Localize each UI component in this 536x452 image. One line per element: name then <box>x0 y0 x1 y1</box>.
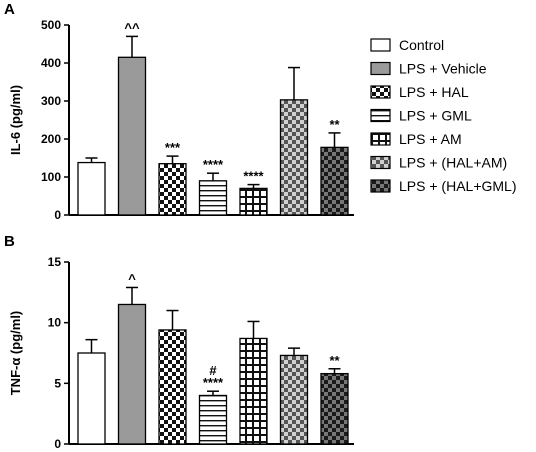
legend-swatch <box>370 155 391 170</box>
significance-label: **** <box>243 169 264 184</box>
legend-swatch <box>370 38 391 52</box>
y-tick-label: 10 <box>48 316 62 330</box>
y-tick-label: 300 <box>41 94 61 108</box>
legend-label: LPS + HAL <box>399 84 469 100</box>
significance-label: ^^ <box>124 20 140 35</box>
y-tick-label: 400 <box>41 56 61 70</box>
legend-label: LPS + GML <box>399 108 472 124</box>
bar <box>77 161 106 216</box>
legend: Control LPS + Vehicle LPS + HAL LPS + GML LP… <box>370 37 517 194</box>
bar <box>117 303 147 445</box>
legend-label: LPS + Vehicle <box>399 61 487 77</box>
bar <box>239 337 268 445</box>
legend-label: LPS + AM <box>399 131 462 147</box>
y-tick-label: 0 <box>54 437 61 451</box>
y-tick-label: 500 <box>41 18 61 32</box>
bar <box>320 146 349 216</box>
legend-label: LPS + (HAL+AM) <box>399 155 507 171</box>
panel-label-b: B <box>4 233 15 250</box>
bar <box>239 187 268 216</box>
legend-swatch <box>370 108 391 123</box>
y-axis-label: TNF-α (pg/ml) <box>8 311 23 396</box>
bar <box>77 352 106 445</box>
bar <box>279 354 309 445</box>
significance-label: **** <box>203 375 224 390</box>
bar <box>158 329 187 445</box>
bar <box>320 372 349 445</box>
bar <box>158 163 187 216</box>
y-tick-label: 5 <box>54 376 61 390</box>
legend-label: LPS + (HAL+GML) <box>399 178 517 194</box>
significance-label: **** <box>203 157 224 172</box>
significance-label: ** <box>329 353 340 368</box>
significance-label: *** <box>165 140 181 155</box>
bar <box>117 56 147 216</box>
bar <box>198 394 228 445</box>
y-tick-label: 200 <box>41 132 61 146</box>
y-tick-label: 0 <box>54 208 61 222</box>
legend-swatch <box>370 132 391 146</box>
y-axis-label: IL-6 (pg/ml) <box>8 85 23 155</box>
legend-swatch <box>370 61 391 76</box>
y-tick-label: 100 <box>41 170 61 184</box>
bar <box>279 99 309 216</box>
significance-label: # <box>209 363 217 378</box>
significance-label: ** <box>329 117 340 132</box>
y-tick-label: 15 <box>48 255 62 269</box>
legend-label: Control <box>399 37 444 53</box>
legend-swatch <box>370 85 391 99</box>
panel-label-a: A <box>4 1 15 18</box>
bar <box>198 180 228 216</box>
significance-label: ^ <box>128 271 136 286</box>
legend-swatch <box>370 179 391 193</box>
